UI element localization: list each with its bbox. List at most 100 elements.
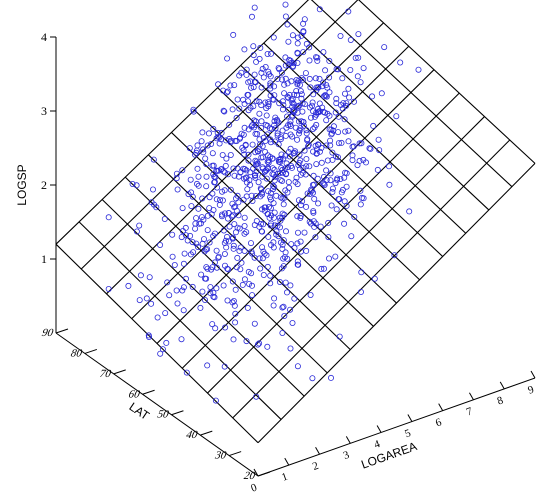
plane-gridline-logarea [181, 92, 460, 369]
data-point [247, 240, 254, 247]
data-point [237, 244, 244, 251]
data-point [274, 132, 281, 139]
data-point [236, 247, 243, 254]
data-point [265, 188, 272, 195]
data-point [229, 299, 236, 306]
data-point [197, 220, 204, 227]
data-point [240, 96, 247, 103]
data-point [314, 175, 321, 182]
data-point [245, 151, 252, 158]
data-point [220, 227, 227, 234]
lat-tick-label: 70 [98, 368, 114, 380]
data-point [333, 100, 340, 107]
data-point [346, 94, 353, 101]
data-point [236, 105, 243, 112]
data-point [206, 205, 213, 212]
data-point [199, 288, 206, 295]
data-point [221, 108, 228, 115]
data-point [342, 169, 349, 176]
data-point [319, 104, 326, 111]
data-point [249, 122, 256, 129]
data-point [294, 363, 301, 370]
data-point [258, 102, 265, 109]
data-point [367, 145, 374, 152]
data-point [137, 272, 144, 279]
data-point [231, 221, 238, 228]
data-point [281, 312, 288, 319]
data-point [180, 260, 187, 267]
data-point [278, 76, 285, 83]
data-point [214, 184, 221, 191]
data-point [311, 113, 318, 120]
data-point [229, 234, 236, 241]
data-point [270, 34, 277, 41]
data-point [252, 172, 259, 179]
logarea-tick [499, 381, 505, 390]
logarea-axis-title: LOGAREA [359, 439, 418, 472]
data-point [316, 6, 323, 13]
data-point [260, 221, 267, 228]
data-point [248, 13, 255, 20]
data-point [225, 238, 232, 245]
data-point [150, 156, 157, 163]
data-point [341, 220, 348, 227]
data-point [276, 100, 283, 107]
lat-tick [113, 369, 126, 375]
data-point [311, 223, 318, 230]
data-point [243, 193, 250, 200]
data-point [296, 166, 303, 173]
data-point [256, 141, 263, 148]
logarea-tick-label: 0 [249, 481, 259, 494]
data-point [298, 95, 305, 102]
data-point [345, 127, 352, 134]
data-point [298, 75, 305, 82]
data-point [294, 34, 301, 41]
data-point [289, 32, 296, 39]
lat-tick [84, 348, 98, 354]
data-point [192, 225, 199, 232]
data-point [267, 272, 274, 279]
data-point [227, 82, 234, 89]
data-point [237, 266, 244, 273]
data-point [241, 46, 248, 53]
data-point [314, 141, 321, 148]
data-point [354, 73, 361, 80]
data-point [295, 130, 302, 137]
data-point [258, 154, 265, 161]
lat-tick [142, 389, 155, 395]
data-point [232, 310, 239, 317]
data-point [286, 91, 293, 98]
data-point [328, 131, 335, 138]
data-point [267, 136, 274, 143]
data-point [294, 261, 301, 268]
data-point [261, 207, 268, 214]
data-point [221, 169, 228, 176]
data-point [275, 119, 282, 126]
lat-tick [257, 471, 271, 477]
data-point [297, 213, 304, 220]
lat-tick-label: 90 [40, 327, 56, 339]
data-point [251, 320, 258, 327]
data-point [314, 57, 321, 64]
data-point [256, 110, 263, 117]
logsp-tick-label: 3 [41, 104, 47, 118]
data-point [310, 209, 317, 216]
data-point [190, 106, 197, 113]
data-point [358, 269, 365, 276]
data-point [271, 209, 278, 216]
data-point [259, 244, 266, 251]
data-point [213, 247, 220, 254]
data-point [270, 214, 277, 221]
data-point [199, 129, 206, 136]
data-point [294, 229, 301, 236]
data-point [245, 107, 252, 114]
data-point [293, 174, 300, 181]
data-point [252, 130, 259, 137]
data-point [287, 345, 294, 352]
data-point [157, 350, 164, 357]
data-point [329, 185, 336, 192]
data-point [244, 304, 251, 311]
data-point [219, 197, 226, 204]
data-point [240, 196, 247, 203]
data-point [195, 205, 202, 212]
